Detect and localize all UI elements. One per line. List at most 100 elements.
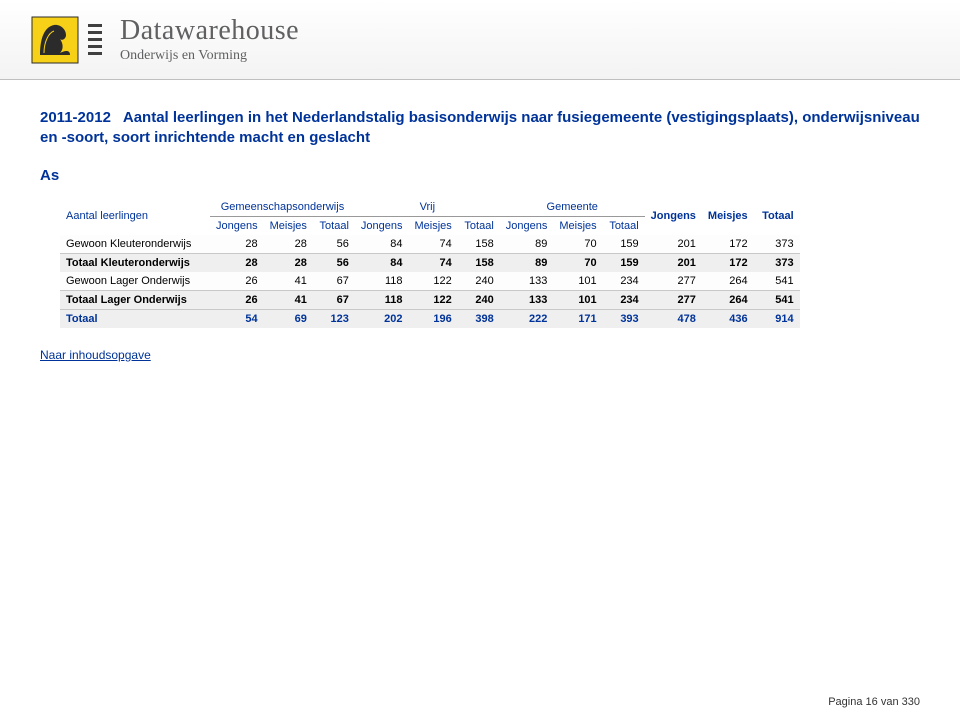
- cell: 26: [210, 290, 264, 309]
- row-label: Totaal Lager Onderwijs: [60, 290, 210, 309]
- cell: 28: [264, 253, 313, 272]
- footer-prefix: Pagina: [828, 696, 862, 708]
- cell: 69: [264, 309, 313, 328]
- cell: 158: [458, 235, 500, 254]
- cell: 172: [702, 235, 754, 254]
- col-sub-1-2: Totaal: [458, 216, 500, 235]
- footer-page: 16: [866, 696, 878, 708]
- cell: 133: [500, 272, 554, 291]
- cell: 373: [754, 253, 800, 272]
- data-table: Aantal leerlingenGemeenschapsonderwijsVr…: [60, 198, 800, 328]
- cell: 196: [408, 309, 457, 328]
- cell: 26: [210, 272, 264, 291]
- cell: 277: [645, 272, 702, 291]
- cell: 67: [313, 272, 355, 291]
- cell: 54: [210, 309, 264, 328]
- cell: 393: [603, 309, 645, 328]
- col-sub-0-2: Totaal: [313, 216, 355, 235]
- cell: 240: [458, 272, 500, 291]
- cell: 914: [754, 309, 800, 328]
- cell: 74: [408, 235, 457, 254]
- cell: 123: [313, 309, 355, 328]
- row-label: Gewoon Lager Onderwijs: [60, 272, 210, 291]
- table-row: Totaal5469123202196398222171393478436914: [60, 309, 800, 328]
- cell: 74: [408, 253, 457, 272]
- row-label: Totaal Kleuteronderwijs: [60, 253, 210, 272]
- col-final-2: Totaal: [754, 198, 800, 235]
- flanders-lion-icon: [30, 15, 80, 65]
- cell: 234: [603, 290, 645, 309]
- col-group-0: Gemeenschapsonderwijs: [210, 198, 355, 217]
- col-sub-1-1: Meisjes: [408, 216, 457, 235]
- cell: 264: [702, 290, 754, 309]
- page-header: Datawarehouse Onderwijs en Vorming: [0, 0, 960, 80]
- table-row: Totaal Lager Onderwijs264167118122240133…: [60, 290, 800, 309]
- cell: 541: [754, 290, 800, 309]
- cell: 222: [500, 309, 554, 328]
- table-row: Totaal Kleuteronderwijs28285684741588970…: [60, 253, 800, 272]
- cell: 89: [500, 235, 554, 254]
- col-sub-1-0: Jongens: [355, 216, 409, 235]
- cell: 159: [603, 253, 645, 272]
- footer-total: 330: [902, 696, 920, 708]
- brand-sub: Onderwijs en Vorming: [120, 49, 299, 63]
- logo-stripes-icon: [88, 24, 102, 55]
- title-text: Aantal leerlingen in het Nederlandstalig…: [40, 109, 920, 146]
- cell: 159: [603, 235, 645, 254]
- col-group-2: Gemeente: [500, 198, 645, 217]
- cell: 56: [313, 253, 355, 272]
- cell: 28: [264, 235, 313, 254]
- cell: 234: [603, 272, 645, 291]
- row-label: Totaal: [60, 309, 210, 328]
- cell: 101: [553, 290, 602, 309]
- cell: 541: [754, 272, 800, 291]
- col-sub-0-1: Meisjes: [264, 216, 313, 235]
- cell: 41: [264, 290, 313, 309]
- toc-link[interactable]: Naar inhoudsopgave: [40, 348, 151, 362]
- col-header-rowlabel: Aantal leerlingen: [60, 198, 210, 235]
- cell: 89: [500, 253, 554, 272]
- brand-logo: Datawarehouse Onderwijs en Vorming: [30, 15, 299, 65]
- cell: 172: [702, 253, 754, 272]
- cell: 118: [355, 290, 409, 309]
- col-final-0: Jongens: [645, 198, 702, 235]
- report-title: 2011-2012 Aantal leerlingen in het Neder…: [40, 108, 920, 149]
- cell: 84: [355, 253, 409, 272]
- page-footer: Pagina 16 van 330: [828, 696, 920, 708]
- col-group-1: Vrij: [355, 198, 500, 217]
- cell: 84: [355, 235, 409, 254]
- cell: 264: [702, 272, 754, 291]
- cell: 240: [458, 290, 500, 309]
- cell: 101: [553, 272, 602, 291]
- cell: 41: [264, 272, 313, 291]
- cell: 67: [313, 290, 355, 309]
- cell: 398: [458, 309, 500, 328]
- cell: 70: [553, 253, 602, 272]
- cell: 201: [645, 253, 702, 272]
- cell: 70: [553, 235, 602, 254]
- table-row: Gewoon Kleuteronderwijs28285684741588970…: [60, 235, 800, 254]
- brand-main: Datawarehouse: [120, 17, 299, 45]
- cell: 158: [458, 253, 500, 272]
- cell: 133: [500, 290, 554, 309]
- table-row: Gewoon Lager Onderwijs264167118122240133…: [60, 272, 800, 291]
- footer-sep: van: [881, 696, 899, 708]
- cell: 122: [408, 290, 457, 309]
- brand-text: Datawarehouse Onderwijs en Vorming: [120, 17, 299, 63]
- col-final-1: Meisjes: [702, 198, 754, 235]
- row-label: Gewoon Kleuteronderwijs: [60, 235, 210, 254]
- cell: 122: [408, 272, 457, 291]
- cell: 277: [645, 290, 702, 309]
- content-area: 2011-2012 Aantal leerlingen in het Neder…: [0, 80, 960, 328]
- cell: 202: [355, 309, 409, 328]
- col-sub-2-0: Jongens: [500, 216, 554, 235]
- cell: 118: [355, 272, 409, 291]
- cell: 28: [210, 235, 264, 254]
- cell: 56: [313, 235, 355, 254]
- col-sub-2-1: Meisjes: [553, 216, 602, 235]
- title-year: 2011-2012: [40, 109, 111, 126]
- cell: 373: [754, 235, 800, 254]
- cell: 478: [645, 309, 702, 328]
- cell: 28: [210, 253, 264, 272]
- cell: 171: [553, 309, 602, 328]
